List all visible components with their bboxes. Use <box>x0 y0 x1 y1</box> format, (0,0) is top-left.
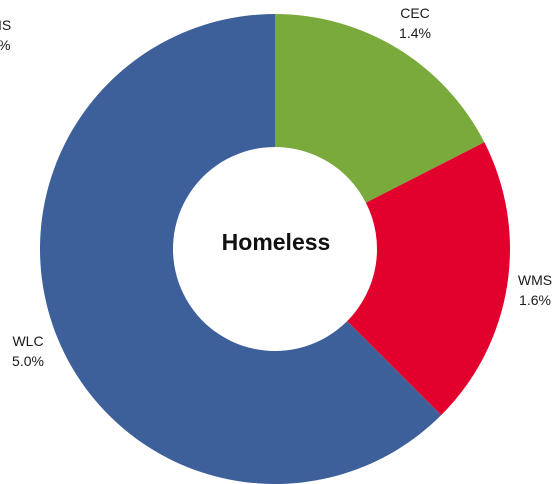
center-label: Homeless <box>222 229 331 255</box>
slice-wlc <box>40 14 442 484</box>
slices-group <box>40 14 510 484</box>
slice-wms <box>347 142 510 416</box>
partial-label-0: IS <box>0 17 11 33</box>
slice-value-cec: 1.4% <box>399 25 431 41</box>
slice-value-wlc: 5.0% <box>12 353 44 369</box>
slice-label-wlc: WLC <box>12 333 43 349</box>
slice-value-wms: 1.6% <box>519 292 551 308</box>
slice-label-wms: WMS <box>518 272 552 288</box>
partial-label-1: % <box>0 37 10 53</box>
slice-label-cec: CEC <box>400 5 430 21</box>
slice-cec <box>275 14 485 203</box>
